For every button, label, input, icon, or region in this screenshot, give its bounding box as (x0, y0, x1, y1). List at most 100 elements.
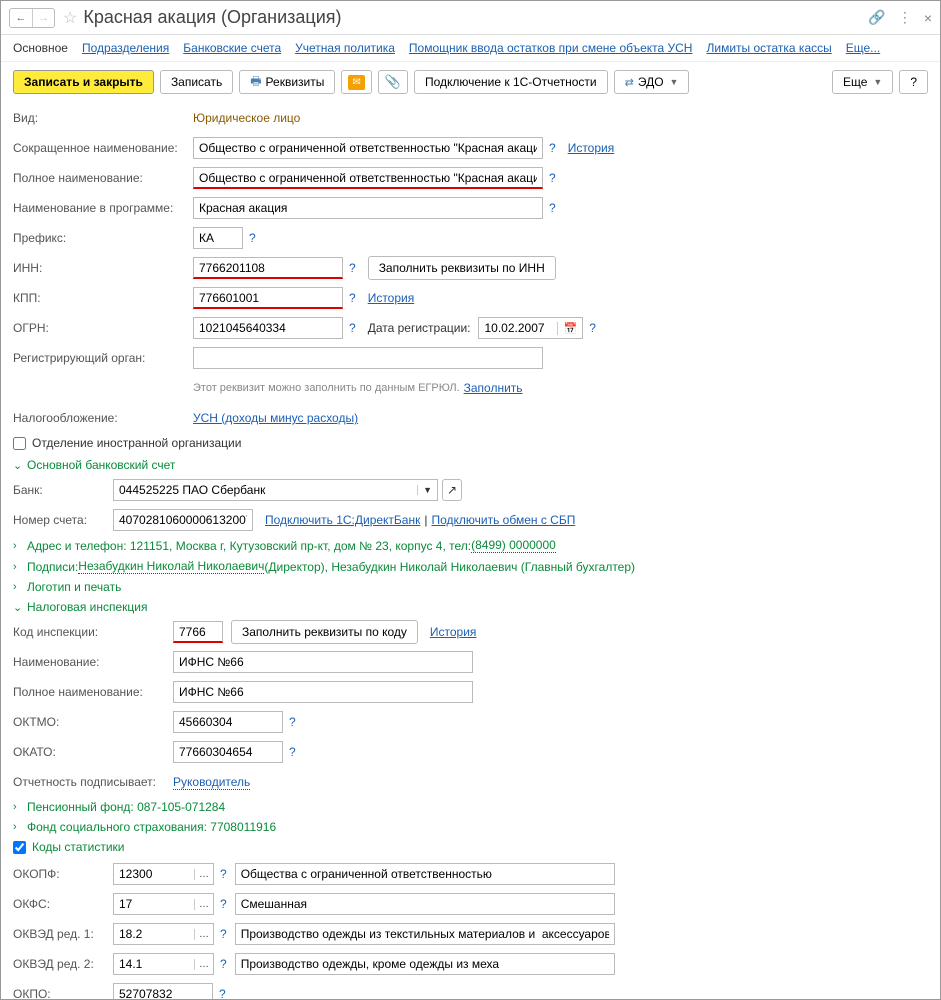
fill-by-code-button[interactable]: Заполнить реквизиты по коду (231, 620, 418, 644)
insp-code-input[interactable] (173, 621, 223, 643)
inn-input[interactable] (193, 257, 343, 279)
close-icon[interactable]: × (924, 10, 932, 26)
help-icon[interactable]: ? (220, 957, 227, 971)
more-button[interactable]: Еще▼ (832, 70, 893, 94)
chevron-down-icon[interactable]: ▼ (417, 485, 437, 495)
reg-date-label: Дата регистрации: (368, 321, 471, 335)
insp-name-input[interactable] (173, 651, 473, 673)
chevron-right-icon: › (13, 801, 23, 813)
ogrn-input[interactable] (193, 317, 343, 339)
help-icon[interactable]: ? (589, 321, 596, 335)
connect-1c-button[interactable]: Подключение к 1С-Отчетности (414, 70, 608, 94)
short-name-input[interactable] (193, 137, 543, 159)
open-bank-button[interactable]: ↗ (442, 479, 462, 501)
connect-sbp-link[interactable]: Подключить обмен с СБП (431, 513, 575, 527)
reg-date-field[interactable]: 📅 (478, 317, 583, 339)
connect-directbank-link[interactable]: Подключить 1С:ДиректБанк (265, 513, 420, 527)
dots-icon[interactable]: … (194, 959, 213, 970)
bank-section-header[interactable]: ⌄Основной банковский счет (13, 458, 928, 472)
help-icon[interactable]: ? (249, 231, 256, 245)
inn-label: ИНН: (13, 261, 193, 275)
okved2-select[interactable]: … (113, 953, 214, 975)
bank-select[interactable]: ▼ (113, 479, 438, 501)
kpp-input[interactable] (193, 287, 343, 309)
tab-main[interactable]: Основное (13, 41, 68, 55)
address-section-header[interactable]: ›Адрес и телефон: 121151, Москва г, Куту… (13, 538, 928, 553)
help-icon[interactable]: ? (349, 321, 356, 335)
tab-accounting-policy[interactable]: Учетная политика (295, 41, 395, 55)
signs-section-header[interactable]: ›Подписи: Незабудкин Николай Николаевич … (13, 559, 928, 574)
help-icon[interactable]: ? (549, 201, 556, 215)
fill-link[interactable]: Заполнить (464, 381, 523, 395)
help-icon[interactable]: ? (220, 897, 227, 911)
save-button[interactable]: Записать (160, 70, 233, 94)
history-link[interactable]: История (430, 625, 477, 639)
help-icon[interactable]: ? (289, 715, 296, 729)
help-icon[interactable]: ? (220, 927, 227, 941)
stats-header: Коды статистики (32, 840, 124, 854)
dots-icon[interactable]: … (194, 869, 213, 880)
pension-section-header[interactable]: ›Пенсионный фонд: 087-105-071284 (13, 800, 928, 814)
bank-input[interactable] (114, 480, 417, 500)
okved2-input[interactable] (114, 954, 194, 974)
menu-icon[interactable]: ⋮ (898, 9, 912, 26)
mail-icon: ✉ (348, 75, 364, 90)
okpo-input[interactable] (113, 983, 213, 1000)
tax-link[interactable]: УСН (доходы минус расходы) (193, 411, 358, 425)
email-button[interactable]: ✉ (341, 70, 371, 94)
fss-section-header[interactable]: ›Фонд социального страхования: 770801191… (13, 820, 928, 834)
help-icon[interactable]: ? (549, 141, 556, 155)
okved1-input[interactable] (114, 924, 194, 944)
okfs-input[interactable] (114, 894, 194, 914)
okfs-select[interactable]: … (113, 893, 214, 915)
tab-bank-accounts[interactable]: Банковские счета (183, 41, 281, 55)
tab-usn-helper[interactable]: Помощник ввода остатков при смене объект… (409, 41, 693, 55)
prefix-input[interactable] (193, 227, 243, 249)
okopf-desc-input[interactable] (235, 863, 615, 885)
okved1-select[interactable]: … (113, 923, 214, 945)
help-icon[interactable]: ? (289, 745, 296, 759)
tab-subdivisions[interactable]: Подразделения (82, 41, 169, 55)
tab-more[interactable]: Еще... (846, 41, 880, 55)
full-name-input[interactable] (193, 167, 543, 189)
okved2-desc-input[interactable] (235, 953, 615, 975)
dots-icon[interactable]: … (194, 929, 213, 940)
save-close-button[interactable]: Записать и закрыть (13, 70, 154, 94)
okopf-input[interactable] (114, 864, 194, 884)
insp-full-input[interactable] (173, 681, 473, 703)
help-icon[interactable]: ? (549, 171, 556, 185)
foreign-checkbox[interactable] (13, 437, 26, 450)
signer-link[interactable]: Руководитель (173, 775, 250, 790)
help-icon[interactable]: ? (220, 867, 227, 881)
oktmo-label: ОКТМО: (13, 715, 173, 729)
acct-input[interactable] (113, 509, 253, 531)
okopf-select[interactable]: … (113, 863, 214, 885)
link-icon[interactable]: 🔗 (868, 9, 885, 26)
logo-section-header[interactable]: ›Логотип и печать (13, 580, 928, 594)
tax-section-header[interactable]: ⌄Налоговая инспекция (13, 600, 928, 614)
okfs-desc-input[interactable] (235, 893, 615, 915)
dots-icon[interactable]: … (194, 899, 213, 910)
attach-button[interactable]: 📎 (378, 70, 408, 94)
help-button[interactable]: ? (899, 70, 928, 94)
okato-input[interactable] (173, 741, 283, 763)
tab-cash-limits[interactable]: Лимиты остатка кассы (706, 41, 831, 55)
reg-date-input[interactable] (479, 318, 557, 338)
help-icon[interactable]: ? (349, 291, 356, 305)
fill-by-inn-button[interactable]: Заполнить реквизиты по ИНН (368, 256, 556, 280)
prog-name-input[interactable] (193, 197, 543, 219)
forward-button[interactable]: → (32, 9, 54, 27)
calendar-icon[interactable]: 📅 (557, 322, 582, 335)
help-icon[interactable]: ? (219, 987, 226, 1000)
requisites-button[interactable]: 🖶Реквизиты (239, 70, 335, 94)
history-link[interactable]: История (568, 141, 615, 155)
okved1-desc-input[interactable] (235, 923, 615, 945)
help-icon[interactable]: ? (349, 261, 356, 275)
history-link[interactable]: История (368, 291, 415, 305)
reg-org-input[interactable] (193, 347, 543, 369)
edo-button[interactable]: ⇄ЭДО▼ (614, 70, 690, 94)
favorite-star-icon[interactable]: ☆ (63, 8, 77, 28)
oktmo-input[interactable] (173, 711, 283, 733)
stats-checkbox[interactable] (13, 841, 26, 854)
back-button[interactable]: ← (10, 9, 32, 27)
